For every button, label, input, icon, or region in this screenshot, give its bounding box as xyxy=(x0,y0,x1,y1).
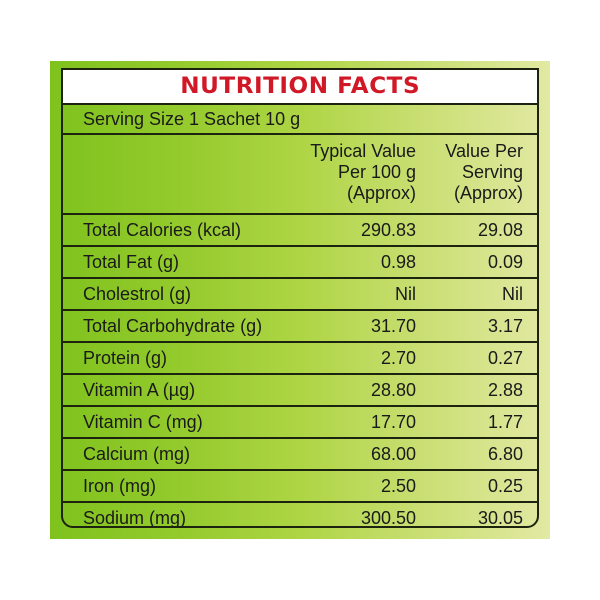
per-100g-value: 290.83 xyxy=(360,220,416,240)
serving-header-line-2: Serving xyxy=(461,162,523,182)
per-100g-value: 31.70 xyxy=(370,316,416,336)
table-row: Total Fat (g) 0.98 0.09 xyxy=(63,247,537,279)
nutrient-label: Cholestrol (g) xyxy=(83,284,192,304)
per-100g-value: 2.50 xyxy=(380,476,416,496)
per-serving-value: 6.80 xyxy=(487,444,523,464)
per-100g-value: 28.80 xyxy=(370,380,416,400)
typical-header-line-2: Per 100 g xyxy=(337,162,416,182)
per-100g-value: 17.70 xyxy=(370,412,416,432)
table-row: Total Carbohydrate (g) 31.70 3.17 xyxy=(63,311,537,343)
serving-size-row: Serving Size 1 Sachet 10 g xyxy=(63,105,537,135)
typical-value-header: Typical Value Per 100 g (Approx) xyxy=(276,141,416,204)
nutrient-label: Total Calories (kcal) xyxy=(83,220,242,240)
nutrition-facts-title: NUTRITION FACTS xyxy=(180,74,420,99)
per-serving-value: Nil xyxy=(502,284,523,304)
table-row: Total Calories (kcal) 290.83 29.08 xyxy=(63,215,537,247)
per-serving-value: 2.88 xyxy=(487,380,523,400)
per-100g-value: Nil xyxy=(395,284,416,304)
per-serving-value: 1.77 xyxy=(487,412,523,432)
nutrition-table: NUTRITION FACTS Serving Size 1 Sachet 10… xyxy=(61,68,539,528)
per-serving-value: 29.08 xyxy=(477,220,523,240)
per-100g-value: 68.00 xyxy=(370,444,416,464)
nutrient-label: Vitamin A (µg) xyxy=(83,380,196,400)
per-serving-value: 3.17 xyxy=(487,316,523,336)
per-100g-value: 0.98 xyxy=(380,252,416,272)
serving-size-text: Serving Size 1 Sachet 10 g xyxy=(83,109,301,129)
table-row: Vitamin A (µg) 28.80 2.88 xyxy=(63,375,537,407)
table-row: Protein (g) 2.70 0.27 xyxy=(63,343,537,375)
per-serving-value: 0.27 xyxy=(487,348,523,368)
serving-header-line-1: Value Per xyxy=(445,141,523,161)
nutrient-label: Sodium (mg) xyxy=(83,508,187,528)
nutrition-panel: NUTRITION FACTS Serving Size 1 Sachet 10… xyxy=(50,61,550,539)
table-row: Sodium (mg) 300.50 30.05 xyxy=(63,503,537,528)
table-row: Iron (mg) 2.50 0.25 xyxy=(63,471,537,503)
per-serving-value: 0.25 xyxy=(487,476,523,496)
nutrient-label: Calcium (mg) xyxy=(83,444,191,464)
table-row: Cholestrol (g) Nil Nil xyxy=(63,279,537,311)
per-serving-value: 0.09 xyxy=(487,252,523,272)
nutrient-label: Protein (g) xyxy=(83,348,168,368)
per-serving-header: Value Per Serving (Approx) xyxy=(423,141,523,204)
serving-header-line-3: (Approx) xyxy=(453,183,523,203)
per-100g-value: 2.70 xyxy=(380,348,416,368)
table-row: Vitamin C (mg) 17.70 1.77 xyxy=(63,407,537,439)
per-serving-value: 30.05 xyxy=(477,508,523,528)
nutrient-label: Iron (mg) xyxy=(83,476,157,496)
nutrient-label: Vitamin C (mg) xyxy=(83,412,203,432)
per-100g-value: 300.50 xyxy=(360,508,416,528)
typical-header-line-1: Typical Value xyxy=(310,141,416,161)
nutrient-label: Total Carbohydrate (g) xyxy=(83,316,263,336)
column-header-row: Typical Value Per 100 g (Approx) Value P… xyxy=(63,135,537,215)
table-row: Calcium (mg) 68.00 6.80 xyxy=(63,439,537,471)
nutrient-label: Total Fat (g) xyxy=(83,252,180,272)
title-row: NUTRITION FACTS xyxy=(63,70,537,105)
typical-header-line-3: (Approx) xyxy=(346,183,416,203)
